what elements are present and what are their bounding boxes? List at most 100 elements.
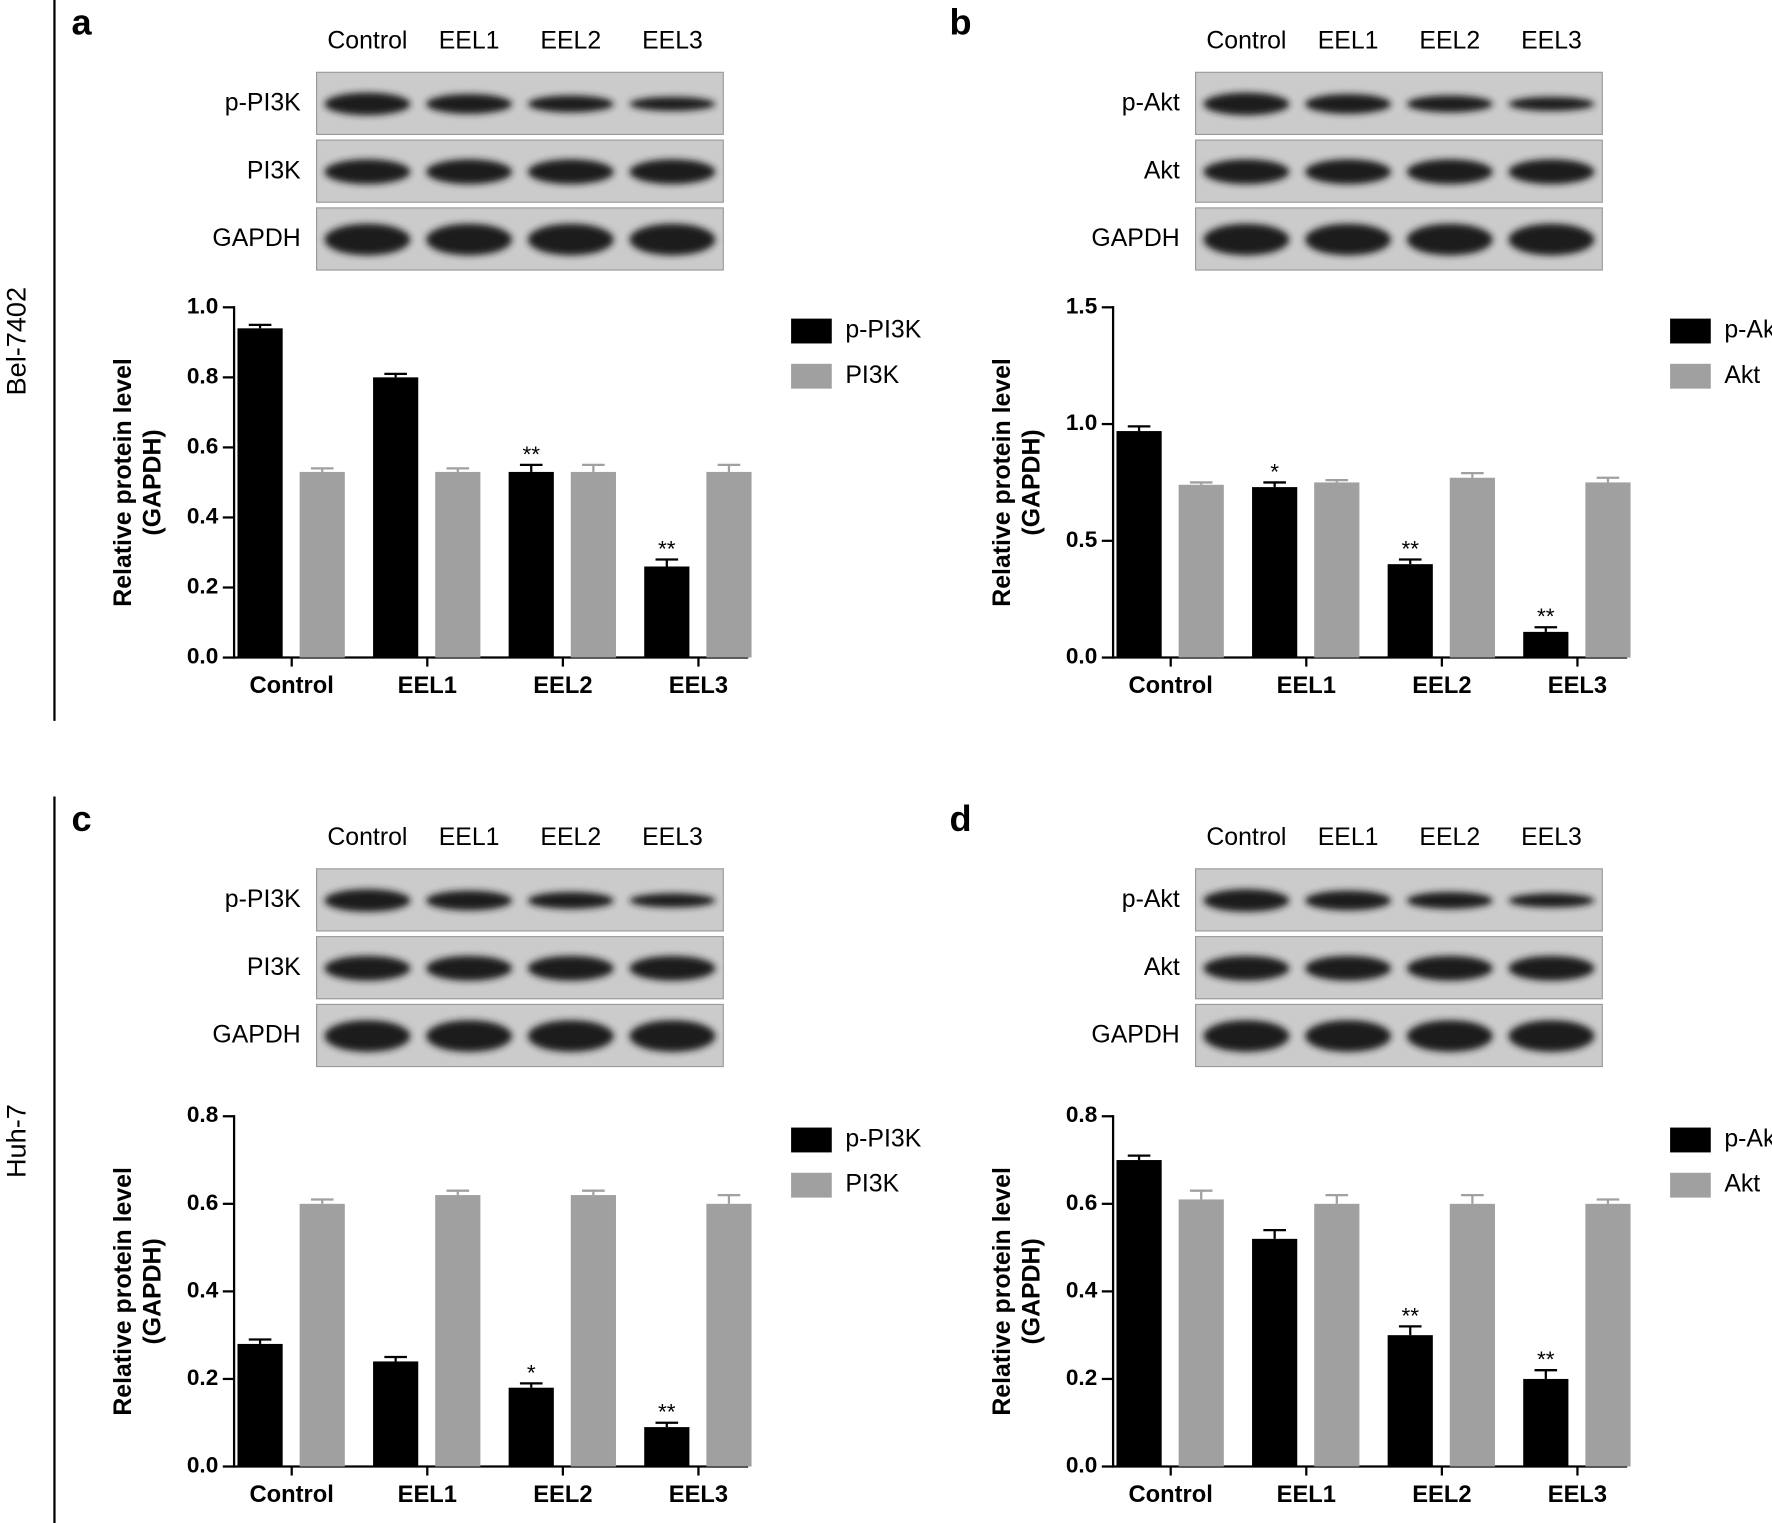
legend-label: PI3K bbox=[845, 362, 899, 389]
x-tick-label: EEL1 bbox=[398, 1482, 457, 1508]
legend-swatch bbox=[791, 363, 832, 389]
bar bbox=[706, 1203, 752, 1467]
blot-band bbox=[1203, 889, 1290, 912]
blot-band bbox=[324, 92, 411, 116]
bar bbox=[1449, 1203, 1495, 1467]
bar bbox=[299, 1203, 345, 1467]
blot-band bbox=[324, 159, 411, 185]
blot-band bbox=[527, 95, 614, 113]
legend-swatch bbox=[791, 318, 832, 344]
bar bbox=[1178, 484, 1224, 658]
blot-band bbox=[426, 223, 513, 256]
blot-band bbox=[1406, 1020, 1493, 1052]
blot-band bbox=[527, 1020, 614, 1052]
blot-row-label: PI3K bbox=[247, 157, 301, 184]
lane-label: EEL3 bbox=[1521, 824, 1582, 851]
significance: ** bbox=[658, 1400, 676, 1425]
blot-band bbox=[629, 893, 716, 908]
panel-letter: a bbox=[72, 1, 93, 42]
bar bbox=[1449, 477, 1495, 658]
panel-letter: d bbox=[950, 798, 972, 839]
legend-label: Akt bbox=[1724, 362, 1760, 389]
y-tick-label: 0.8 bbox=[1066, 1102, 1097, 1127]
blot-band bbox=[1406, 891, 1493, 909]
y-tick-label: 0.2 bbox=[187, 1365, 218, 1390]
lane-label: Control bbox=[327, 27, 407, 54]
blot-band bbox=[426, 159, 513, 185]
x-tick-label: Control bbox=[1129, 673, 1213, 699]
x-tick-label: EEL2 bbox=[533, 1482, 592, 1508]
bar bbox=[508, 1387, 554, 1467]
blot-row-label: Akt bbox=[1144, 954, 1180, 981]
y-axis-label: (GAPDH) bbox=[1018, 1238, 1045, 1344]
lane-label: EEL2 bbox=[540, 27, 601, 54]
blot-band bbox=[426, 1020, 513, 1052]
y-tick-label: 0.5 bbox=[1066, 527, 1097, 552]
blot-band bbox=[629, 159, 716, 185]
panel-letter: b bbox=[950, 1, 972, 42]
x-tick-label: EEL1 bbox=[1277, 673, 1336, 699]
blot-band bbox=[1508, 223, 1595, 256]
blot-band bbox=[527, 891, 614, 909]
y-tick-label: 0.6 bbox=[1066, 1190, 1097, 1215]
bar bbox=[1523, 631, 1569, 658]
x-tick-label: EEL3 bbox=[1548, 673, 1607, 699]
blot-band bbox=[1203, 223, 1290, 256]
y-axis-label: Relative protein level bbox=[989, 1167, 1016, 1416]
blot-band bbox=[1305, 890, 1392, 911]
blot-band bbox=[629, 955, 716, 981]
blot-band bbox=[629, 1020, 716, 1052]
bar bbox=[1252, 1238, 1298, 1467]
significance: ** bbox=[522, 442, 540, 467]
blot-row-label: Akt bbox=[1144, 157, 1180, 184]
blot-band bbox=[1406, 159, 1493, 185]
blot-row-label: GAPDH bbox=[212, 225, 300, 252]
significance: * bbox=[527, 1360, 536, 1385]
blot-band bbox=[1305, 955, 1392, 981]
lane-label: Control bbox=[1206, 27, 1286, 54]
y-tick-label: 0.6 bbox=[187, 1190, 218, 1215]
blot-band bbox=[1305, 94, 1392, 114]
row-label: Bel-7402 bbox=[0, 287, 31, 396]
bar bbox=[299, 471, 345, 658]
blot-band bbox=[527, 223, 614, 256]
blot-band bbox=[1305, 1020, 1392, 1052]
blot-band bbox=[1203, 1020, 1290, 1052]
bar bbox=[1116, 1160, 1162, 1467]
bar bbox=[1116, 431, 1162, 658]
y-tick-label: 0.4 bbox=[1066, 1277, 1098, 1302]
x-tick-label: EEL3 bbox=[669, 673, 728, 699]
y-tick-label: 0.6 bbox=[187, 433, 218, 458]
blot-band bbox=[426, 94, 513, 114]
y-axis-label: (GAPDH) bbox=[139, 1238, 166, 1344]
bar bbox=[1585, 1203, 1631, 1467]
x-tick-label: Control bbox=[1129, 1482, 1213, 1508]
lane-label: EEL2 bbox=[1419, 824, 1480, 851]
lane-label: Control bbox=[327, 824, 407, 851]
y-tick-label: 0.8 bbox=[187, 363, 218, 388]
x-tick-label: EEL1 bbox=[398, 673, 457, 699]
y-axis-label: Relative protein level bbox=[110, 358, 137, 607]
bar bbox=[508, 471, 554, 658]
x-tick-label: Control bbox=[250, 1482, 334, 1508]
x-tick-label: Control bbox=[250, 673, 334, 699]
bar bbox=[435, 1195, 481, 1467]
x-tick-label: EEL2 bbox=[1412, 1482, 1471, 1508]
blot-band bbox=[1305, 223, 1392, 256]
lane-label: EEL2 bbox=[1419, 27, 1480, 54]
lane-label: EEL3 bbox=[642, 27, 703, 54]
blot-band bbox=[1406, 95, 1493, 113]
blot-band bbox=[1508, 159, 1595, 185]
bar bbox=[1523, 1378, 1569, 1467]
legend-label: p-Akt bbox=[1724, 1126, 1772, 1153]
y-tick-label: 0.2 bbox=[187, 573, 218, 598]
lane-label: EEL1 bbox=[439, 824, 500, 851]
lane-label: EEL3 bbox=[642, 824, 703, 851]
bar bbox=[1178, 1199, 1224, 1467]
legend-swatch bbox=[1670, 1127, 1711, 1153]
significance: * bbox=[1270, 459, 1279, 484]
blot-row-label: GAPDH bbox=[1091, 225, 1179, 252]
bar bbox=[1387, 564, 1433, 658]
row-label: Huh-7 bbox=[0, 1104, 31, 1178]
lane-label: EEL1 bbox=[1318, 27, 1379, 54]
